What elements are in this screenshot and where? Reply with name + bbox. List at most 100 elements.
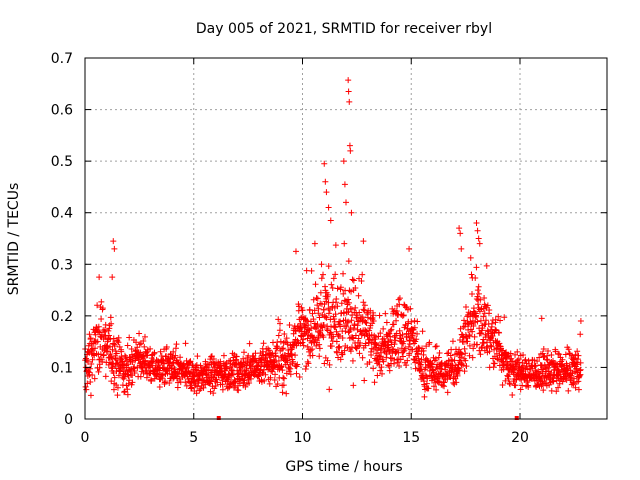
data-point bbox=[404, 357, 411, 364]
data-point bbox=[109, 355, 116, 362]
data-point bbox=[391, 341, 398, 348]
data-point bbox=[188, 384, 195, 391]
data-point bbox=[461, 368, 468, 375]
data-point bbox=[492, 316, 499, 323]
data-point bbox=[140, 338, 147, 345]
data-point bbox=[355, 292, 362, 299]
data-point bbox=[175, 379, 182, 386]
data-point bbox=[121, 389, 128, 396]
data-point bbox=[470, 345, 477, 352]
data-point bbox=[308, 267, 315, 274]
data-point bbox=[336, 344, 343, 351]
outlier-point bbox=[325, 204, 332, 211]
data-point bbox=[433, 364, 440, 371]
data-point bbox=[325, 291, 332, 298]
data-point bbox=[422, 372, 429, 379]
data-point bbox=[172, 345, 179, 352]
outlier-point bbox=[473, 220, 480, 227]
data-point bbox=[439, 382, 446, 389]
data-point bbox=[305, 322, 312, 329]
outlier-point bbox=[347, 147, 354, 154]
data-point bbox=[506, 380, 513, 387]
data-point bbox=[313, 295, 320, 302]
data-point bbox=[240, 355, 247, 362]
data-point bbox=[187, 385, 194, 392]
data-point bbox=[341, 240, 348, 247]
data-point bbox=[255, 372, 262, 379]
data-point bbox=[334, 303, 341, 310]
data-point bbox=[277, 320, 284, 327]
data-point bbox=[337, 323, 344, 330]
data-point bbox=[380, 325, 387, 332]
data-point bbox=[556, 351, 563, 358]
data-point bbox=[356, 309, 363, 316]
data-point bbox=[496, 340, 503, 347]
data-points bbox=[82, 77, 584, 420]
data-point bbox=[476, 308, 483, 315]
outlier-point bbox=[538, 315, 545, 322]
data-point bbox=[491, 360, 498, 367]
data-point bbox=[575, 352, 582, 359]
data-point bbox=[348, 306, 355, 313]
data-point bbox=[235, 387, 242, 394]
data-point bbox=[413, 336, 420, 343]
data-point bbox=[194, 353, 201, 360]
data-point bbox=[501, 314, 508, 321]
data-point bbox=[89, 356, 96, 363]
data-point bbox=[280, 339, 287, 346]
data-point bbox=[429, 361, 436, 368]
data-point bbox=[157, 348, 164, 355]
data-point bbox=[370, 318, 377, 325]
data-point bbox=[338, 300, 345, 307]
data-point bbox=[371, 379, 378, 386]
data-point bbox=[352, 304, 359, 311]
data-point bbox=[337, 356, 344, 363]
data-point bbox=[382, 310, 389, 317]
data-point bbox=[524, 379, 531, 386]
outlier-point bbox=[474, 227, 481, 234]
data-point bbox=[123, 364, 130, 371]
data-point bbox=[354, 322, 361, 329]
data-point bbox=[472, 274, 479, 281]
data-point bbox=[304, 358, 311, 365]
data-point bbox=[156, 367, 163, 374]
y-tick-label: 0.3 bbox=[51, 257, 73, 273]
data-point bbox=[281, 331, 288, 338]
data-point bbox=[287, 371, 294, 378]
data-point bbox=[466, 342, 473, 349]
data-point bbox=[430, 383, 437, 390]
data-point bbox=[346, 328, 353, 335]
data-point bbox=[311, 240, 318, 247]
outlier-point bbox=[292, 248, 299, 255]
data-point bbox=[540, 387, 547, 394]
data-point bbox=[121, 352, 128, 359]
data-point bbox=[328, 343, 335, 350]
x-tick-label: 15 bbox=[402, 430, 420, 446]
data-point bbox=[426, 339, 433, 346]
outlier-point bbox=[456, 225, 463, 232]
data-point bbox=[577, 331, 584, 338]
data-point bbox=[483, 344, 490, 351]
data-point bbox=[509, 391, 516, 398]
data-point bbox=[574, 348, 581, 355]
data-point bbox=[246, 362, 253, 369]
data-point bbox=[87, 392, 94, 399]
data-point bbox=[449, 338, 456, 345]
data-point bbox=[562, 375, 569, 382]
data-point bbox=[358, 277, 365, 284]
data-point bbox=[483, 317, 490, 324]
data-point bbox=[332, 271, 339, 278]
data-point bbox=[540, 354, 547, 361]
data-point bbox=[320, 306, 327, 313]
data-point bbox=[441, 379, 448, 386]
data-point bbox=[89, 372, 96, 379]
data-point bbox=[433, 386, 440, 393]
outlier-point bbox=[360, 238, 367, 245]
data-point bbox=[272, 353, 279, 360]
data-point bbox=[318, 261, 325, 268]
data-point bbox=[345, 318, 352, 325]
data-point bbox=[124, 386, 131, 393]
data-point bbox=[296, 373, 303, 380]
data-point bbox=[475, 290, 482, 297]
